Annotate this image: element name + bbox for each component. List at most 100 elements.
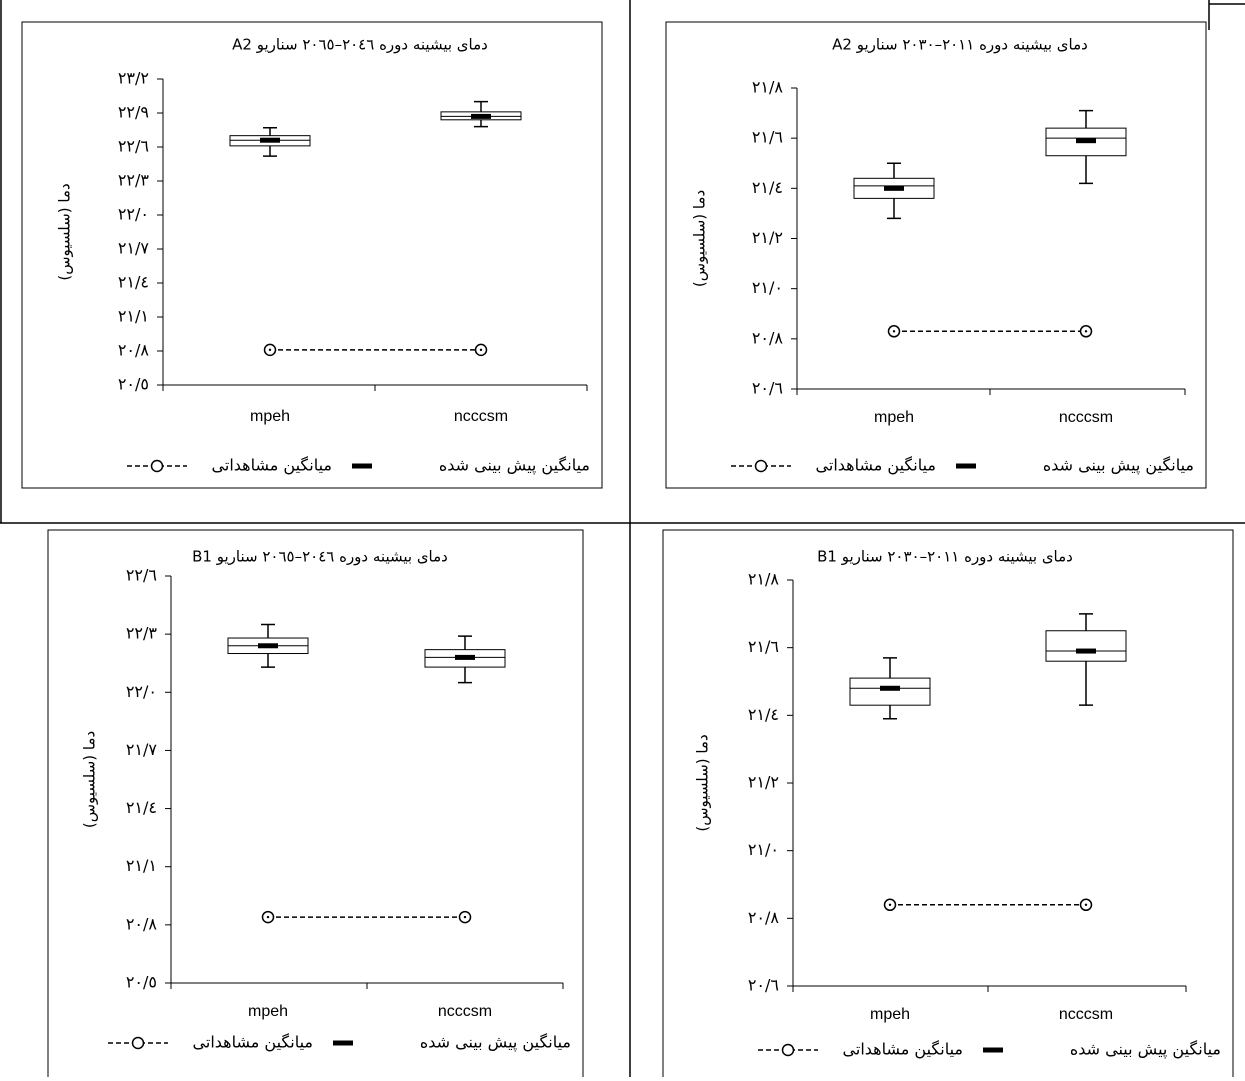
whisker-low: [887, 198, 901, 220]
legend-mean-symbol: [956, 463, 976, 469]
box: [849, 677, 931, 706]
mean-marker: [1076, 138, 1096, 144]
y-tick-label: ۲۱/۱: [126, 856, 157, 875]
y-tick-label: ۲۱/٦: [752, 128, 783, 147]
whisker-low: [1079, 661, 1093, 706]
legend-label: میانگین پیش بینی شده: [1043, 456, 1194, 476]
box: [1045, 630, 1127, 662]
y-tick-label: ۲۱/۱: [118, 307, 149, 326]
whisker-high: [1079, 109, 1093, 129]
x-tick-label: ncccsm: [1059, 1006, 1113, 1023]
y-tick-label: ۲۰/٦: [748, 976, 779, 995]
observed-point-dot: [463, 915, 467, 919]
y-tick-label: ۲۱/٤: [118, 273, 149, 292]
y-tick-label: ۲۰/۸: [752, 328, 784, 347]
mean-marker: [455, 654, 475, 660]
y-tick-label: ۲۱/۷: [118, 239, 150, 258]
mean-marker: [884, 185, 904, 191]
y-tick-label: ۲۰/٥: [118, 375, 149, 394]
observed-point-dot: [888, 903, 892, 906]
whisker-low: [474, 119, 488, 128]
whisker-low: [883, 705, 897, 720]
legend-mean-symbol: [333, 1040, 353, 1046]
y-tick-label: ۲۱/٤: [126, 798, 157, 817]
legend-label: میانگین پیش بینی شده: [420, 1033, 571, 1053]
mean-marker: [1076, 648, 1096, 654]
y-tick-label: ۲۱/۰: [748, 840, 779, 859]
observed-point-dot: [266, 915, 270, 919]
mean-marker: [260, 137, 280, 143]
y-tick-label: ۲۲/۹: [118, 103, 149, 122]
observed-point-dot: [1084, 903, 1088, 906]
whisker-high: [263, 126, 277, 136]
y-tick-label: ۲۳/۲: [118, 69, 149, 88]
y-tick-label: ۲۰/۸: [118, 341, 150, 360]
y-tick-label: ۲۲/۰: [126, 682, 157, 701]
y-tick-label: ۲۰/٥: [126, 973, 157, 992]
y-tick-label: ۲۲/۰: [118, 205, 149, 224]
y-axis-label: دما (سلسیوس): [694, 734, 712, 831]
x-tick-label: mpeh: [248, 1003, 288, 1020]
y-tick-label: ۲۱/۰: [752, 278, 783, 297]
y-tick-label: ۲۱/۸: [752, 78, 784, 97]
chart-title: دمای بیشینه دوره ۲۰٤٦–۲۰٦٥ سناریو B1: [192, 548, 448, 566]
observed-point-dot: [1084, 330, 1088, 333]
x-tick-label: ncccsm: [454, 408, 508, 425]
whisker-high: [458, 635, 472, 650]
whisker-low: [261, 653, 275, 668]
whisker-high: [887, 162, 901, 179]
legend-mean-symbol: [352, 463, 372, 469]
y-tick-label: ۲۲/۳: [126, 624, 158, 643]
y-axis-label: دما (سلسیوس): [81, 731, 99, 828]
legend-label: میانگین پیش بینی شده: [439, 456, 590, 476]
x-tick-label: mpeh: [874, 409, 914, 426]
y-axis-label: دما (سلسیوس): [56, 183, 74, 280]
panel-frame: [21, 21, 603, 489]
y-axis-label: دما (سلسیوس): [691, 190, 709, 287]
panel-frame: [665, 21, 1207, 489]
mean-marker: [471, 113, 491, 119]
whisker-high: [1079, 613, 1093, 631]
whisker-low: [1079, 155, 1093, 185]
chart-title: دمای بیشینه دوره ۲۰۱۱–۲۰۳۰ سناریو A2: [832, 36, 1088, 54]
mean-marker: [258, 643, 278, 649]
whisker-low: [458, 667, 472, 684]
y-tick-label: ۲۲/٦: [118, 137, 149, 156]
y-tick-label: ۲۲/۳: [118, 171, 150, 190]
observed-point-dot: [479, 348, 483, 352]
legend-label: میانگین مشاهداتی: [193, 1033, 313, 1053]
whisker-high: [474, 100, 488, 112]
whisker-low: [263, 145, 277, 157]
y-tick-label: ۲۲/٦: [126, 566, 157, 585]
x-tick-label: ncccsm: [438, 1003, 492, 1020]
legend-observed-symbol: [150, 459, 164, 473]
observed-point-dot: [268, 348, 272, 352]
y-tick-label: ۲۰/۸: [748, 908, 780, 927]
legend-label: میانگین مشاهداتی: [843, 1040, 963, 1060]
chart-title: دمای بیشینه دوره ۲۰٤٦–۲۰٦٥ سناریو A2: [232, 36, 488, 54]
y-tick-label: ۲۱/٤: [748, 705, 779, 724]
y-tick-label: ۲۰/۸: [126, 914, 158, 933]
legend-label: میانگین مشاهداتی: [816, 456, 936, 476]
legend-observed-symbol: [131, 1036, 145, 1050]
y-tick-label: ۲۱/۲: [752, 228, 783, 247]
y-tick-label: ۲۱/۲: [748, 773, 779, 792]
observed-point-dot: [892, 330, 896, 333]
x-tick-label: ncccsm: [1059, 409, 1113, 426]
whisker-high: [883, 657, 897, 679]
y-tick-label: ۲۱/۷: [126, 740, 158, 759]
whisker-high: [261, 623, 275, 639]
legend-observed-symbol: [781, 1043, 795, 1057]
x-tick-label: mpeh: [250, 408, 290, 425]
legend-observed-symbol: [754, 459, 768, 473]
panel-frame: [47, 529, 584, 1081]
chart-title: دمای بیشینه دوره ۲۰۱۱–۲۰۳۰ سناریو B1: [817, 548, 1073, 566]
legend-label: میانگین پیش بینی شده: [1070, 1040, 1221, 1060]
y-tick-label: ۲۰/٦: [752, 379, 783, 398]
y-tick-label: ۲۱/٤: [752, 178, 783, 197]
panel-frame: [662, 529, 1234, 1081]
x-tick-label: mpeh: [870, 1006, 910, 1023]
y-tick-label: ۲۱/۸: [748, 570, 780, 589]
